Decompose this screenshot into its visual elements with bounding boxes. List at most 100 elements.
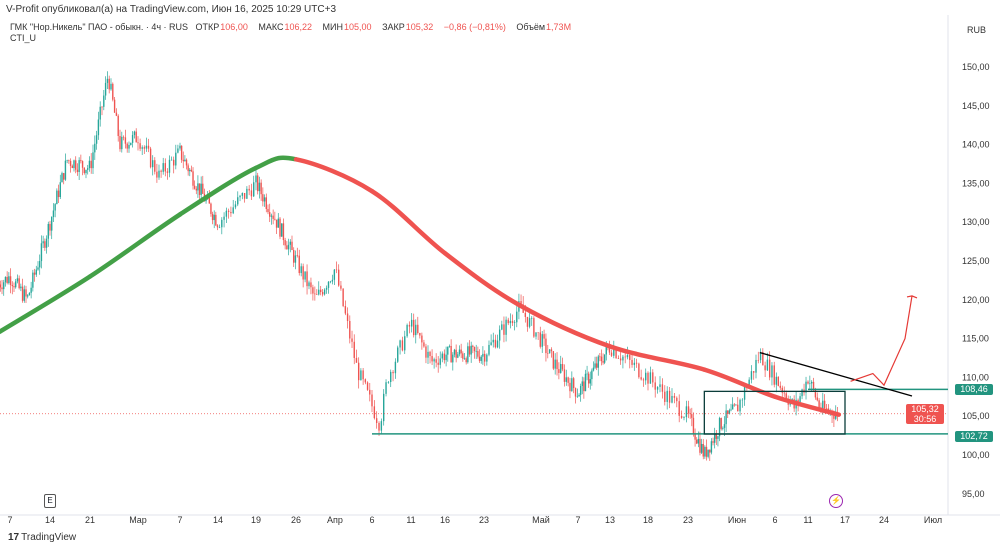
candle-body xyxy=(687,406,690,414)
candle-body xyxy=(587,373,590,384)
lightning-icon[interactable]: ⚡ xyxy=(829,494,843,508)
candle-body xyxy=(404,336,406,351)
candle-body xyxy=(346,313,349,321)
candle-body xyxy=(103,95,105,107)
candle-body xyxy=(718,418,721,437)
trendline xyxy=(759,351,913,397)
candle-body xyxy=(255,175,257,183)
candle-body xyxy=(565,377,567,382)
candle-body xyxy=(213,214,215,221)
candle-body xyxy=(64,160,67,180)
cti-curve-segment xyxy=(772,394,842,417)
cti-curve-segment xyxy=(87,212,183,279)
candle-body xyxy=(507,319,509,324)
candle-body xyxy=(115,112,118,116)
level-high-tag: 108,46 xyxy=(955,384,993,395)
candle-body xyxy=(88,160,91,169)
candle-body xyxy=(691,414,693,418)
candle-body xyxy=(216,225,219,228)
candle-body xyxy=(715,432,718,439)
x-tick-label: 14 xyxy=(213,515,223,525)
candle-body xyxy=(472,345,474,348)
candle-body xyxy=(378,422,380,431)
close-label: ЗАКР xyxy=(382,22,405,32)
candle-body xyxy=(584,373,587,392)
candle-body xyxy=(443,353,446,361)
candle-body xyxy=(364,379,367,383)
candle-body xyxy=(246,188,248,199)
candle-body xyxy=(478,356,481,361)
candle-body xyxy=(685,406,688,418)
x-tick-label: 6 xyxy=(369,515,374,525)
candle-body xyxy=(486,354,488,362)
candle-body xyxy=(296,255,298,257)
high-label: МАКС xyxy=(258,22,284,32)
candle-body xyxy=(54,204,56,211)
candle-body xyxy=(656,386,659,390)
candle-body xyxy=(49,223,51,231)
candle-body xyxy=(33,272,36,275)
candle-body xyxy=(692,417,695,435)
candle-body xyxy=(537,332,539,333)
candle-body xyxy=(25,289,27,297)
candle-body xyxy=(666,390,668,402)
candle-body xyxy=(783,392,785,394)
candle-body xyxy=(351,338,353,342)
cti-curve-segment xyxy=(702,367,778,400)
candle-body xyxy=(427,351,429,358)
candle-body xyxy=(95,135,98,144)
candle-body xyxy=(306,271,308,287)
candle-body xyxy=(705,446,708,457)
indicator-legend[interactable]: CTI_U xyxy=(10,33,37,43)
candle-body xyxy=(282,223,285,241)
candle-body xyxy=(274,218,276,220)
range-box xyxy=(703,390,846,435)
candle-body xyxy=(329,281,332,283)
y-tick-label: 115,00 xyxy=(962,334,989,344)
candle-body xyxy=(741,399,744,401)
candle-body xyxy=(260,182,262,195)
candle-body xyxy=(133,131,136,136)
candle-body xyxy=(816,397,818,401)
candle-body xyxy=(380,421,383,431)
candle-body xyxy=(279,218,281,237)
candle-body xyxy=(76,169,79,173)
y-tick-label: 140,00 xyxy=(962,140,990,150)
currency-label[interactable]: RUB xyxy=(966,25,986,35)
candle-body xyxy=(112,83,114,100)
candle-body xyxy=(289,241,291,245)
candle-body xyxy=(21,286,24,301)
candle-body xyxy=(143,147,145,149)
candle-body xyxy=(453,349,456,355)
candle-body xyxy=(164,163,166,172)
candle-body xyxy=(208,196,211,204)
candle-body xyxy=(241,192,244,196)
candle-body xyxy=(189,169,191,172)
candle-body xyxy=(281,223,283,237)
x-tick-label: 6 xyxy=(772,515,777,525)
candle-body xyxy=(441,353,443,359)
candle-body xyxy=(640,377,642,380)
x-tick-label: 7 xyxy=(7,515,12,525)
candle-body xyxy=(221,219,223,228)
candle-body xyxy=(498,329,501,341)
candle-body xyxy=(602,361,604,363)
candle-body xyxy=(342,288,344,307)
open-label: ОТКР xyxy=(195,22,220,32)
candle-body xyxy=(569,382,571,392)
candle-body xyxy=(809,383,811,385)
symbol-name[interactable]: ГМК "Нор.Никель" ПАО - обыкн. · 4ч · RUS xyxy=(10,22,189,32)
candle-body xyxy=(192,171,194,186)
price-chart[interactable]: 95,00 100,00 105,00 110,00 115,00 120,00 125,0… xyxy=(0,0,1000,530)
candle-body xyxy=(137,142,139,144)
y-tick-label: 150,00 xyxy=(962,62,990,72)
candle-body xyxy=(526,316,529,327)
candle-body xyxy=(771,365,773,378)
candle-body xyxy=(503,324,505,335)
candle-body xyxy=(92,152,94,169)
earnings-icon[interactable]: E xyxy=(44,494,56,508)
candle-body xyxy=(193,185,196,189)
candle-body xyxy=(825,408,828,409)
candle-body xyxy=(429,351,431,357)
candle-body xyxy=(673,395,676,398)
